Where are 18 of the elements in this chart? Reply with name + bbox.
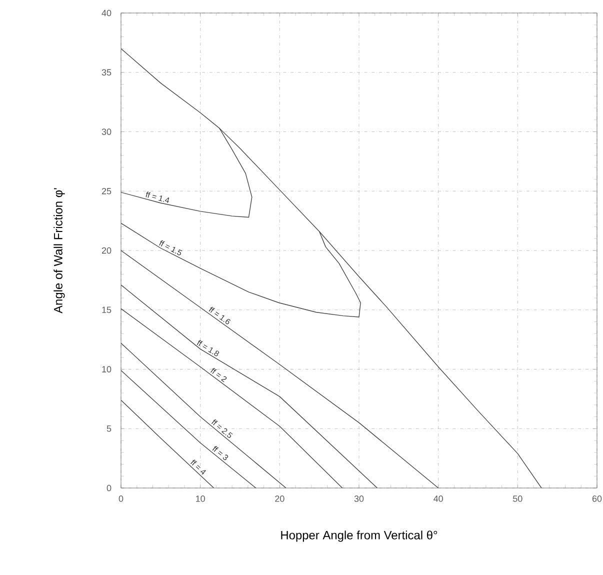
- y-tick-label: 15: [102, 306, 112, 314]
- y-tick-label: 5: [106, 425, 112, 432]
- x-tick-label: 20: [275, 496, 284, 502]
- x-tick-label: 30: [354, 496, 364, 502]
- y-axis-title: Angle of Wall Friction φ': [54, 188, 65, 314]
- x-axis-title: Hopper Angle from Vertical θ°: [281, 530, 438, 542]
- y-tick-label: 35: [102, 69, 112, 76]
- y-tick-label: 25: [102, 188, 112, 194]
- x-tick-label: 60: [592, 496, 602, 502]
- y-tick-label: 30: [102, 128, 112, 135]
- y-tick-label: 10: [102, 366, 112, 372]
- y-tick-label: 20: [102, 247, 112, 254]
- x-tick-label: 50: [513, 496, 522, 502]
- y-tick-label: 40: [102, 10, 112, 16]
- x-tick-label: 0: [118, 496, 124, 502]
- x-tick-label: 40: [434, 496, 443, 502]
- y-tick-label: 0: [106, 484, 112, 492]
- x-tick-label: 10: [196, 496, 205, 502]
